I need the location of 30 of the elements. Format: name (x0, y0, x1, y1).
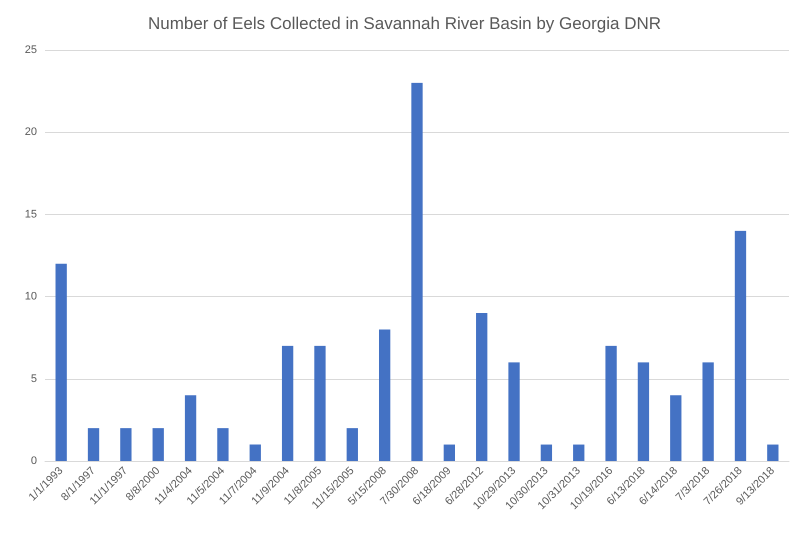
bar (314, 346, 326, 461)
bar (670, 395, 682, 461)
bar (638, 362, 650, 461)
bar (444, 444, 456, 461)
y-tick-label: 5 (30, 372, 37, 385)
chart-title: Number of Eels Collected in Savannah River Basin by Georgia DNR (148, 14, 662, 33)
bar (411, 82, 423, 461)
bar (250, 444, 261, 461)
bar (184, 395, 196, 461)
bar (734, 230, 746, 461)
bar (573, 444, 584, 461)
bar (605, 346, 617, 461)
y-tick-label: 0 (30, 455, 37, 467)
bar (152, 428, 164, 461)
y-tick-label: 15 (24, 208, 37, 220)
y-tick-label: 20 (24, 126, 37, 138)
bar (217, 428, 229, 461)
bar (88, 428, 100, 461)
bar (702, 362, 714, 461)
bar (346, 428, 358, 461)
y-tick-label: 25 (24, 44, 37, 56)
bar (508, 362, 520, 461)
bar (540, 444, 552, 461)
bar (282, 346, 294, 461)
bar (767, 444, 778, 461)
bar (476, 313, 488, 461)
y-tick-label: 10 (24, 290, 37, 303)
bar (56, 264, 67, 461)
bar (120, 428, 132, 461)
bar (378, 329, 390, 461)
